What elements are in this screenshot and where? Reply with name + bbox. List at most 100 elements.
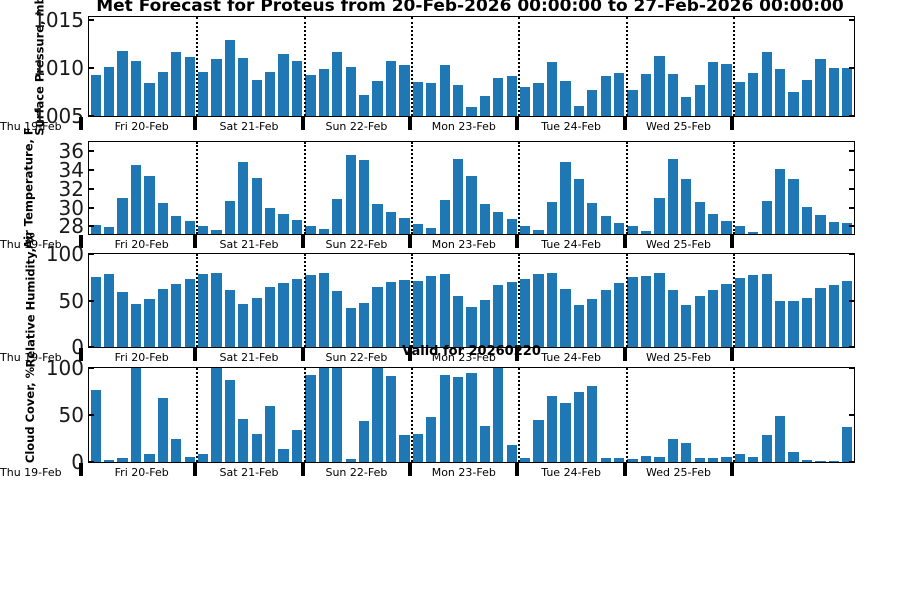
bar: [372, 203, 383, 234]
bar: [801, 297, 813, 347]
x-left-date-label: Thu 19-Feb: [0, 466, 62, 479]
bar: [520, 225, 531, 234]
bar: [144, 453, 155, 462]
bar: [251, 297, 262, 347]
bar: [614, 72, 625, 116]
bar: [291, 279, 303, 347]
y-tick-mark: [89, 206, 94, 209]
bar: [359, 94, 370, 116]
bar: [520, 458, 531, 462]
bar: [587, 298, 598, 347]
bar: [224, 200, 236, 234]
bar: [291, 60, 303, 116]
bar: [171, 51, 182, 116]
x-day-label: Mon 23-Feb: [431, 466, 496, 479]
bar: [278, 53, 289, 116]
bar: [265, 207, 276, 234]
x-day-label: Mon 23-Feb: [431, 351, 496, 364]
air-temperature-plot: [88, 141, 855, 235]
x-day-label: Fri 20-Feb: [114, 351, 169, 364]
bar: [721, 283, 732, 347]
x-day-label: Sun 22-Feb: [325, 120, 388, 133]
bar: [130, 368, 142, 462]
y-tick-mark: [849, 346, 854, 348]
x-axis-strip: Fri 20-Feb Sat 21-Feb Sun 22-Feb Mon 23-Feb…: [79, 117, 855, 139]
bar: [560, 402, 571, 462]
bar: [533, 230, 544, 234]
bar: [211, 230, 222, 234]
bar: [734, 226, 746, 234]
bar: [801, 206, 813, 234]
x-left-date-label: Thu 19-Feb: [0, 120, 62, 133]
day-tick: [193, 117, 198, 130]
bar: [694, 85, 705, 116]
bar: [815, 288, 826, 347]
bar: [345, 307, 356, 347]
bar: [828, 284, 839, 347]
bar: [600, 75, 611, 116]
bar: [694, 201, 705, 234]
x-axis-strip: Fri 20-Feb Sat 21-Feb Sun 22-Feb Mon 23-Feb…: [79, 463, 855, 485]
day-divider-line: [625, 254, 628, 347]
y-tick-label: 1015: [33, 8, 84, 33]
day-tick: [730, 348, 735, 361]
bar: [546, 272, 558, 347]
bar: [600, 216, 611, 234]
bar: [318, 69, 329, 116]
bar: [171, 216, 182, 234]
bar: [171, 283, 182, 347]
bar: [318, 272, 329, 347]
day-divider-line: [411, 142, 414, 234]
bar: [707, 458, 719, 462]
bar: [627, 459, 638, 462]
bar: [533, 274, 544, 347]
figure-title: Met Forecast for Proteus from 20-Feb-202…: [96, 0, 844, 16]
bar: [479, 426, 491, 462]
y-tick-mark: [849, 299, 854, 302]
x-day-label: Wed 25-Feb: [646, 466, 711, 479]
y-tick-mark: [849, 67, 854, 70]
x-day-label: Wed 25-Feb: [646, 238, 711, 251]
bar: [560, 162, 571, 234]
day-tick: [515, 117, 520, 130]
bar: [721, 220, 732, 234]
bar: [399, 65, 410, 116]
bar: [359, 160, 370, 234]
x-day-label: Tue 24-Feb: [541, 120, 602, 133]
bar: [211, 368, 222, 462]
y-tick-mark: [89, 367, 94, 369]
bar: [372, 80, 383, 116]
bar: [224, 290, 236, 347]
bar: [251, 178, 262, 234]
y-tick-label: 100: [45, 242, 84, 266]
bar: [117, 458, 128, 462]
bar: [412, 223, 423, 234]
day-divider-line: [518, 368, 521, 462]
bar: [640, 276, 652, 347]
bar: [627, 226, 638, 234]
day-tick: [408, 348, 413, 361]
bar: [667, 159, 678, 234]
bar: [614, 282, 625, 347]
bar: [654, 55, 665, 116]
cloud-cover-plot: [88, 367, 855, 463]
bar: [761, 434, 772, 462]
x-day-label: Tue 24-Feb: [541, 238, 602, 251]
bar: [842, 222, 853, 234]
x-axis-strip: Fri 20-Feb Sat 21-Feb Sun 22-Feb Mon 23-Feb…: [79, 235, 855, 257]
bar: [412, 280, 423, 347]
day-tick: [300, 235, 305, 248]
bar: [788, 451, 799, 462]
x-day-label: Wed 25-Feb: [646, 120, 711, 133]
y-tick-mark: [849, 414, 854, 416]
bar: [426, 83, 437, 116]
bar: [721, 64, 732, 116]
bar: [278, 214, 289, 234]
bar: [426, 276, 437, 347]
bar: [412, 81, 423, 116]
day-divider-line: [733, 17, 736, 116]
day-divider-line: [518, 142, 521, 234]
x-day-label: Fri 20-Feb: [114, 466, 169, 479]
bar: [761, 273, 772, 347]
bar: [372, 368, 383, 462]
